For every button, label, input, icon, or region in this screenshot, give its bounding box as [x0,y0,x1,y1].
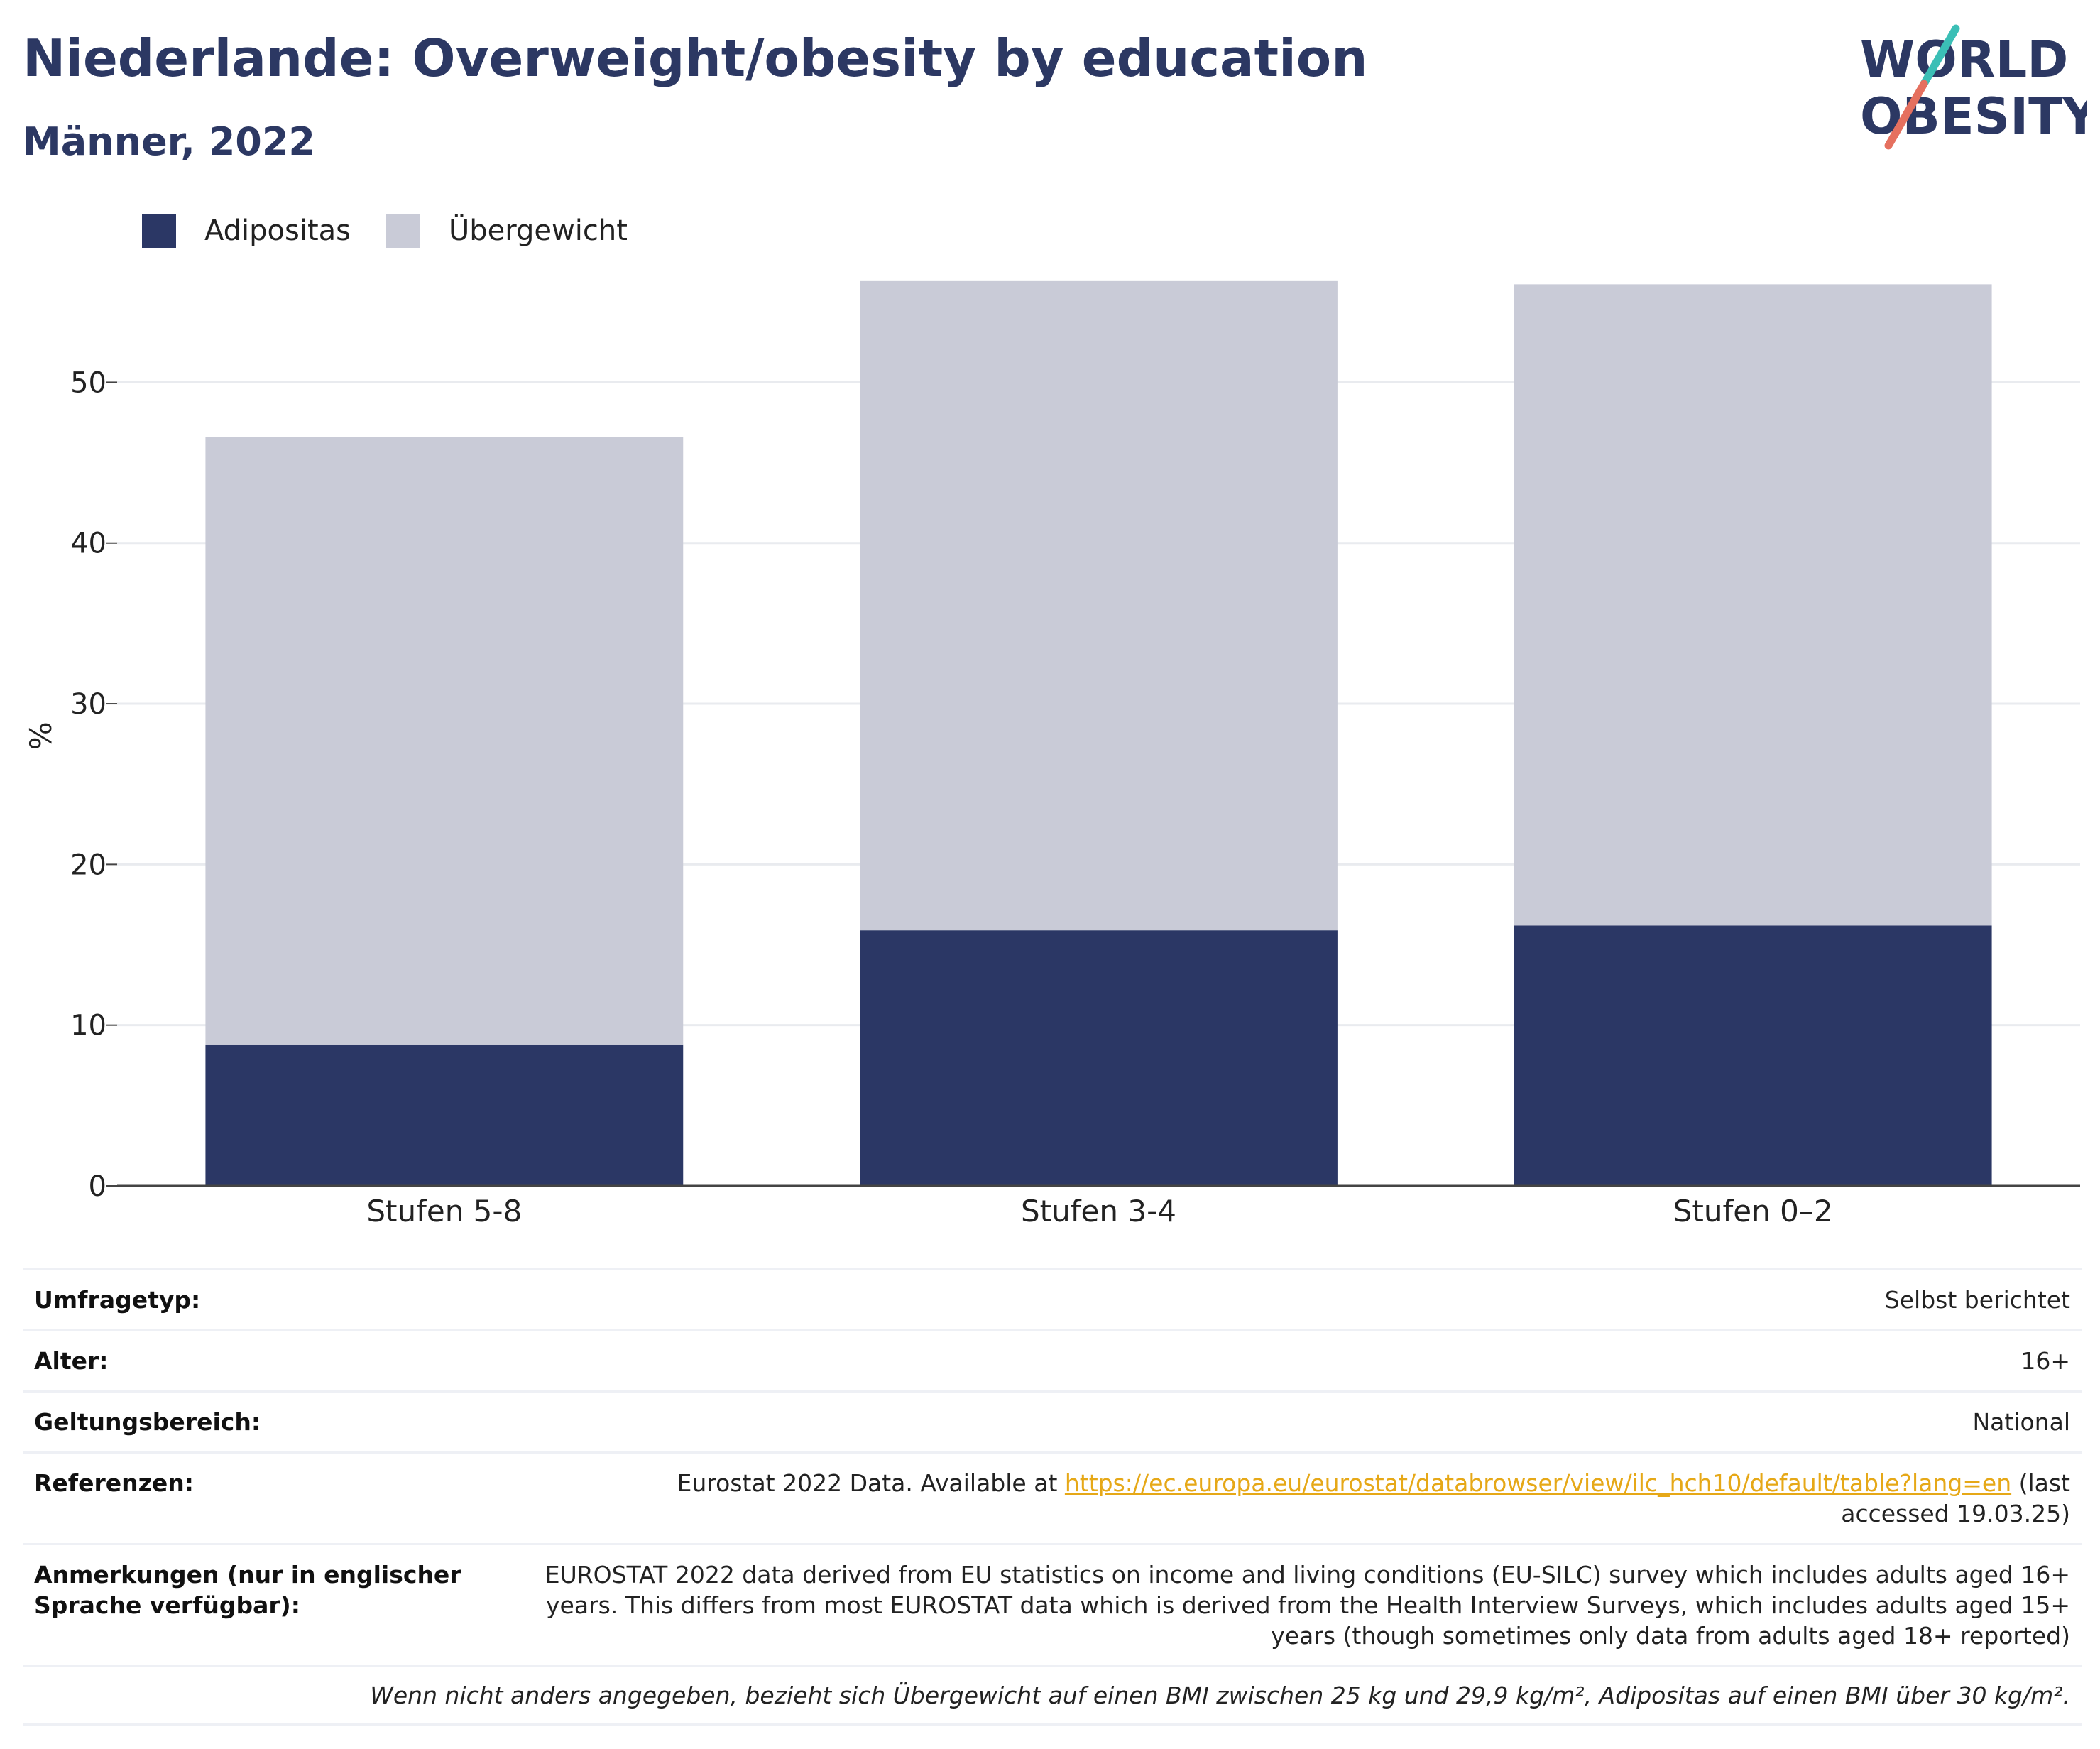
info-row-survey-type: Umfragetyp: Selbst berichtet [23,1268,2082,1329]
info-value-age: 16+ [2020,1347,2070,1375]
x-tick-label: Stufen 5-8 [366,1194,522,1228]
chart-title: Niederlande: Overweight/obesity by educa… [23,28,1368,88]
legend-label-obesity: Adipositas [204,214,351,247]
reference-prefix: Eurostat 2022 Data. Available at [677,1469,1065,1497]
info-value-references: Eurostat 2022 Data. Available at https:/… [574,1468,2070,1529]
world-obesity-logo: WORLD OBESITY [1860,24,2087,150]
bar-chart: 0 10 20 30 40 50% Stufen 5-8 Stufen 3-4 Stufen 0… [23,280,2080,1228]
info-row-coverage: Geltungsbereich: National [23,1390,2082,1451]
legend-swatch-obesity [142,214,176,248]
bar-obesity [205,1044,684,1186]
legend-swatch-overweight [386,214,421,248]
bar-overweight [205,437,684,1045]
y-tick-label: 40 [70,528,106,560]
info-value-coverage: National [1972,1408,2070,1436]
info-label-age: Alter: [34,1347,109,1375]
reference-suffix: (last accessed 19.03.25) [1841,1469,2070,1527]
info-label-survey-type: Umfragetyp: [34,1286,201,1314]
legend-item-obesity[interactable]: Adipositas [142,214,351,248]
y-tick-label: 0 [89,1170,106,1203]
info-row-notes: Anmerkungen (nur in englischer Sprache v… [23,1543,2082,1665]
info-label-coverage: Geltungsbereich: [34,1408,261,1436]
logo-text-world: WORLD [1860,31,2068,89]
y-tick-label: 20 [70,849,106,881]
y-tick-label: 30 [70,688,106,721]
bar-obesity [860,930,1338,1186]
info-label-references: Referenzen: [34,1469,194,1497]
chart-legend: Adipositas Übergewicht [142,209,663,252]
legend-item-overweight[interactable]: Übergewicht [386,214,628,248]
info-value-notes: EUROSTAT 2022 data derived from EU stati… [545,1561,2070,1650]
reference-link[interactable]: https://ec.europa.eu/eurostat/databrowse… [1064,1469,2012,1497]
info-label-notes: Anmerkungen (nur in englischer Sprache v… [34,1561,461,1619]
y-tick-label: 10 [70,1010,106,1042]
chart-subtitle: Männer, 2022 [23,119,315,164]
x-tick-label: Stufen 3-4 [1021,1194,1176,1228]
bar-overweight [860,280,1338,931]
logo-slash-coral [1884,80,1928,150]
x-tick-label: Stufen 0–2 [1673,1194,1833,1228]
y-axis-label: % [23,721,58,750]
bar-overweight [1514,284,1992,926]
logo-slash-teal [1920,24,1960,88]
info-row-references: Referenzen: Eurostat 2022 Data. Availabl… [23,1451,2082,1543]
definition-footnote: Wenn nicht anders angegeben, bezieht sic… [23,1665,2082,1726]
y-tick-label: 50 [70,366,106,399]
bar-obesity [1514,925,1992,1186]
info-row-age: Alter: 16+ [23,1329,2082,1390]
info-table: Umfragetyp: Selbst berichtet Alter: 16+ … [23,1268,2082,1726]
legend-label-overweight: Übergewicht [449,214,628,247]
info-value-survey-type: Selbst berichtet [1884,1286,2070,1314]
